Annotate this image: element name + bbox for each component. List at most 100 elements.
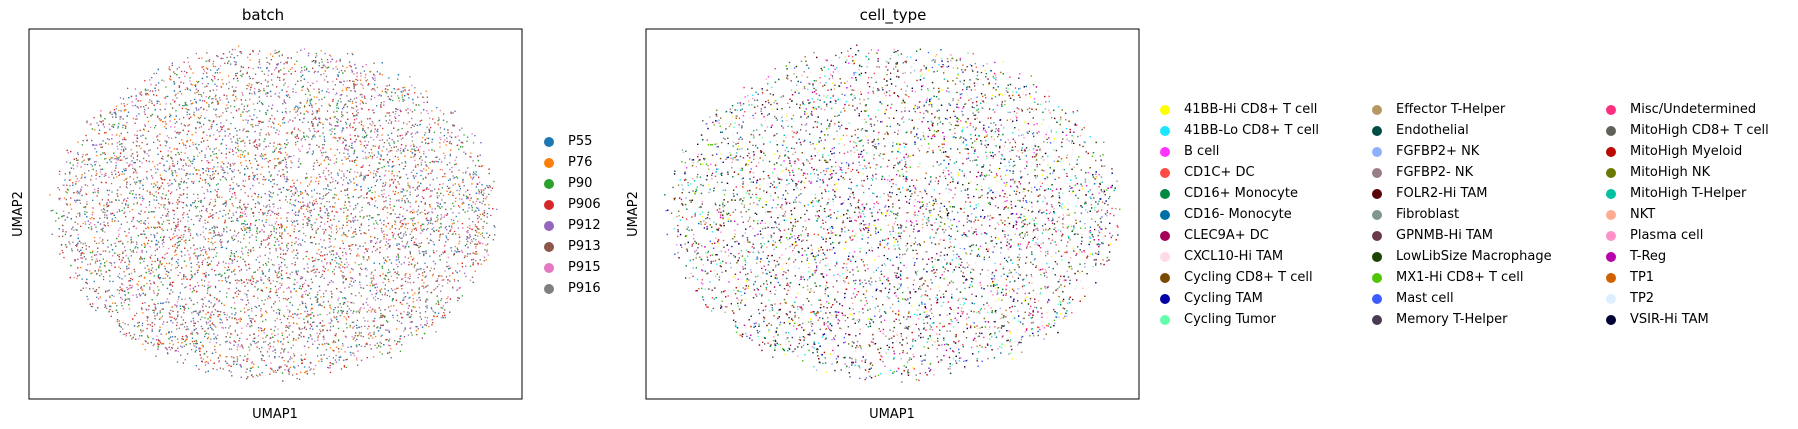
scatter-point [240, 298, 242, 301]
scatter-point [94, 129, 96, 131]
scatter-point [376, 241, 378, 243]
scatter-point [336, 68, 338, 70]
scatter-point [452, 112, 454, 114]
scatter-point [365, 156, 367, 158]
scatter-point [205, 170, 207, 172]
scatter-point [226, 226, 228, 228]
scatter-point [225, 203, 228, 205]
scatter-point [278, 356, 280, 358]
scatter-point [182, 362, 184, 364]
scatter-point [132, 249, 134, 252]
scatter-point [312, 328, 314, 330]
scatter-point [196, 282, 199, 284]
scatter-point [411, 171, 413, 173]
scatter-point [268, 120, 270, 122]
scatter-point [307, 55, 309, 57]
scatter-point [203, 70, 206, 72]
scatter-point [82, 140, 84, 142]
scatter-point [179, 240, 181, 242]
scatter-point [421, 229, 423, 231]
scatter-point [201, 210, 203, 212]
scatter-point [247, 119, 249, 122]
scatter-point [196, 109, 198, 111]
scatter-point [372, 297, 375, 299]
scatter-point [265, 112, 267, 114]
scatter-point [204, 317, 206, 319]
scatter-point [381, 316, 383, 318]
scatter-point [192, 160, 194, 162]
scatter-point [271, 114, 273, 117]
scatter-point [349, 65, 351, 67]
scatter-point [224, 130, 226, 132]
scatter-point [240, 149, 242, 152]
scatter-point [240, 74, 242, 76]
scatter-point [118, 266, 120, 268]
scatter-point [288, 189, 290, 191]
scatter-point [231, 253, 233, 255]
scatter-point [117, 195, 119, 197]
scatter-point [285, 151, 287, 154]
scatter-point [363, 307, 365, 309]
scatter-point [77, 249, 79, 251]
scatter-point [345, 298, 347, 300]
scatter-point [240, 66, 242, 68]
scatter-point [325, 156, 328, 158]
scatter-point [177, 237, 179, 240]
scatter-point [377, 134, 379, 136]
scatter-point [193, 340, 196, 342]
scatter-point [454, 250, 456, 252]
scatter-point [123, 173, 125, 175]
scatter-point [423, 282, 425, 284]
scatter-point [335, 232, 338, 234]
scatter-point [184, 340, 186, 342]
scatter-point [206, 109, 208, 111]
scatter-point [400, 232, 402, 235]
scatter-point [376, 170, 378, 173]
scatter-point [419, 120, 421, 122]
scatter-point [308, 128, 310, 130]
scatter-point [167, 208, 169, 210]
scatter-point [180, 151, 182, 154]
scatter-point [246, 206, 249, 208]
scatter-point [224, 177, 226, 179]
scatter-point [327, 366, 329, 369]
scatter-point [331, 131, 333, 133]
scatter-point [202, 72, 204, 75]
scatter-point [333, 215, 336, 217]
scatter-point [406, 228, 409, 230]
scatter-point [312, 118, 314, 120]
scatter-point [106, 260, 108, 262]
scatter-point [185, 182, 188, 184]
scatter-point [477, 217, 479, 220]
scatter-point [363, 317, 365, 319]
scatter-point [212, 306, 215, 308]
scatter-point [461, 198, 463, 200]
scatter-point [144, 340, 146, 342]
scatter-point [311, 122, 313, 124]
scatter-point [349, 271, 351, 273]
scatter-point [209, 177, 211, 179]
scatter-point [88, 223, 91, 225]
scatter-point [251, 275, 253, 277]
scatter-point [159, 326, 161, 328]
scatter-point [75, 157, 77, 160]
scatter-point [315, 110, 317, 112]
scatter-point [426, 305, 428, 307]
scatter-point [172, 160, 174, 162]
scatter-point [216, 72, 219, 74]
scatter-point [213, 134, 215, 136]
scatter-point [258, 211, 260, 214]
scatter-point [113, 109, 115, 111]
scatter-point [102, 152, 104, 154]
scatter-point [298, 209, 300, 211]
scatter-point [256, 374, 258, 376]
scatter-point [362, 245, 364, 247]
scatter-point [263, 329, 265, 331]
scatter-point [177, 350, 179, 352]
scatter-point [162, 277, 164, 279]
scatter-point [410, 150, 412, 153]
scatter-point [381, 139, 384, 141]
scatter-point [207, 288, 209, 290]
scatter-point [447, 296, 449, 298]
scatter-point [192, 173, 194, 175]
